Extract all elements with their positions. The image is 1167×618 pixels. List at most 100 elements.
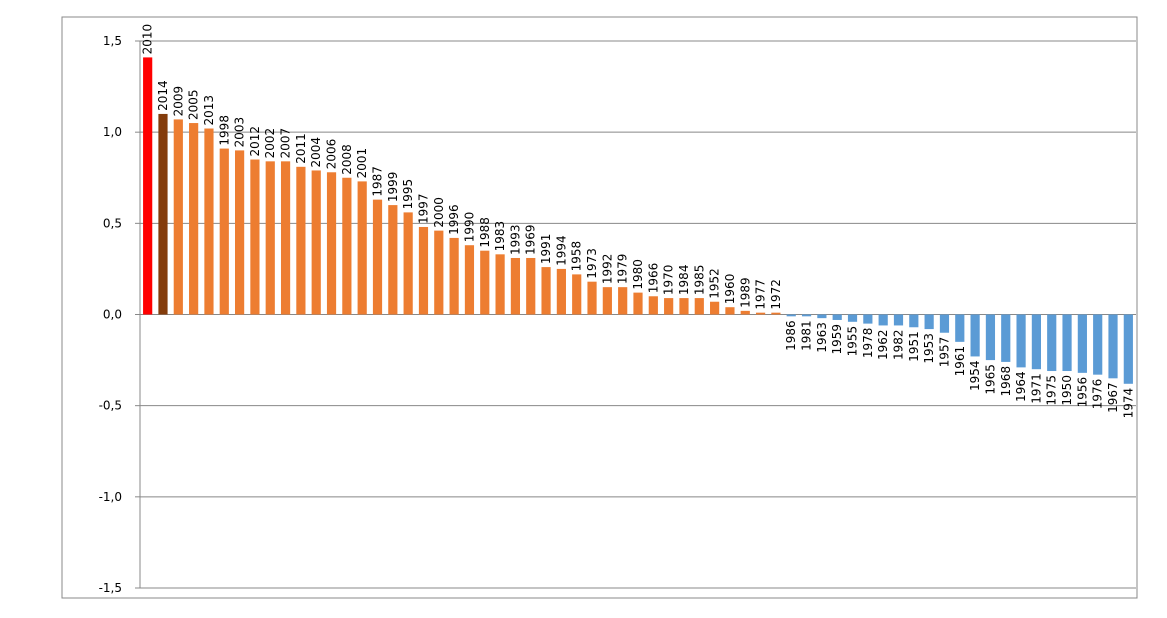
data-label: 1992 [600,254,614,285]
data-label: 1997 [416,193,430,224]
bar [526,257,536,315]
y-tick-label: -1,5 [99,581,122,595]
bar [1123,314,1133,384]
bar [1077,314,1087,373]
data-label: 1951 [907,331,921,362]
data-label: 2009 [171,86,185,117]
data-label: 1956 [1075,377,1089,408]
data-label: 2005 [187,90,201,121]
data-label: 1998 [217,115,231,146]
bar [311,170,321,315]
bar [204,128,214,315]
bar [878,314,888,326]
data-label: 1961 [953,346,967,377]
data-label: 1996 [447,204,461,235]
data-label: 2006 [325,139,339,170]
data-label: 1970 [662,265,676,296]
bar [403,212,413,315]
bar [1047,314,1057,372]
bar [893,314,904,326]
bar [449,237,459,315]
data-label: 2004 [309,137,323,168]
bar [602,287,612,315]
data-label: 2014 [156,80,170,111]
bar [618,287,628,315]
bar [924,314,934,330]
data-label: 1965 [983,364,997,395]
bar [189,123,199,315]
data-label: 1985 [692,265,706,296]
data-label: 2007 [279,128,293,159]
bar [143,57,153,315]
bar [342,177,352,315]
data-label: 1984 [677,265,691,296]
bar [480,250,490,315]
data-label: 2002 [263,128,277,159]
bar [572,274,582,315]
data-label: 2003 [233,117,247,148]
bar [771,312,781,315]
bar [1062,314,1072,372]
bar [326,172,337,315]
bar [786,314,796,317]
data-label: 1995 [401,179,415,210]
bar [388,205,398,315]
data-label: 1960 [723,274,737,305]
data-label: 1972 [769,279,783,310]
bar [633,292,643,315]
bar [1016,314,1026,368]
bar [817,314,827,319]
data-label: 2008 [340,144,354,175]
bar [1108,314,1118,379]
bar [832,314,842,320]
bar [357,181,367,315]
bar [909,314,919,328]
y-tick-label: 1,5 [103,34,122,48]
data-label: 1953 [922,333,936,364]
bar [847,314,858,322]
data-label: 1976 [1091,379,1105,410]
y-tick-label: -1,0 [99,490,122,504]
bar [280,161,291,315]
y-tick-label: -0,5 [99,399,122,413]
bar [801,314,812,317]
data-label: 1980 [631,259,645,290]
y-tick-label: 1,0 [103,125,122,139]
bar [755,312,766,315]
data-label: 1994 [554,235,568,266]
data-label: 2011 [294,133,308,164]
bar [725,307,735,315]
data-label: 1983 [493,221,507,252]
bar [556,268,566,315]
data-label: 1991 [539,234,553,265]
data-label: 1993 [508,224,522,255]
bar [970,314,980,357]
bar [296,166,306,315]
data-label: 1977 [754,279,768,310]
data-label: 1987 [371,166,385,197]
bar [173,119,183,315]
bar [434,230,444,315]
bar [955,314,965,342]
data-label: 1968 [999,366,1013,397]
data-label: 1957 [937,337,951,368]
data-label: 2013 [202,95,216,126]
bar [985,314,996,361]
bar [541,267,551,315]
bar [694,298,704,315]
data-label: 2012 [248,126,262,157]
data-label: 1974 [1121,388,1135,419]
data-label: 1986 [784,320,798,351]
data-label: 1988 [478,217,492,248]
data-label: 1966 [646,263,660,294]
data-label: 1955 [846,326,860,357]
data-label: 1971 [1029,373,1043,404]
data-label: 1989 [738,277,752,308]
bar [648,296,658,315]
data-label: 1958 [570,241,584,272]
bar [1093,314,1103,375]
bar [464,245,475,315]
y-tick-label: 0,5 [103,216,122,230]
data-label: 1962 [876,329,890,360]
